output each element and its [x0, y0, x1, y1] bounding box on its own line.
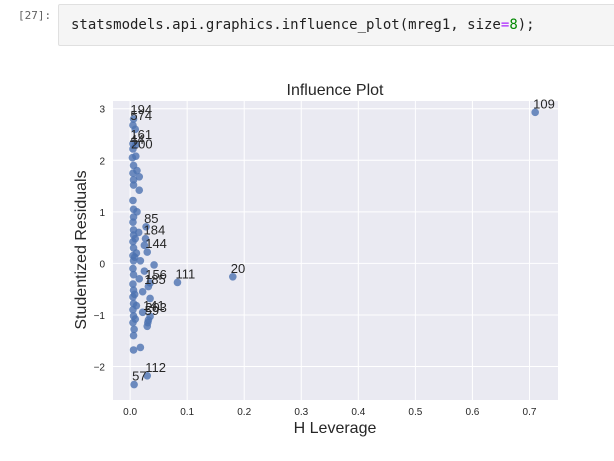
point-label: 20 [231, 261, 245, 276]
x-tick-label: 0.6 [465, 407, 479, 418]
point-label: 141 [143, 298, 165, 313]
execution-count: [27]: [18, 9, 52, 22]
point-label: 156 [145, 267, 167, 282]
point-label: 194 [130, 102, 152, 117]
x-tick-labels: 0.0 0.1 0.2 0.3 0.4 0.5 0.6 0.7 [123, 407, 537, 418]
chart-title: Influence Plot [287, 82, 385, 99]
data-point [129, 181, 138, 189]
data-point [140, 241, 149, 250]
data-point [130, 325, 138, 334]
x-tick-label: 0.5 [408, 407, 422, 418]
data-point [131, 234, 140, 243]
data-point [229, 272, 237, 281]
plot-background [113, 101, 558, 400]
cell-output: 109 20 111 85 184 144 156 185 141 203 59 112 57 194 57… [0, 60, 614, 456]
point-label: 112 [145, 360, 166, 375]
data-point [143, 322, 152, 331]
data-point [140, 267, 149, 275]
data-point [135, 172, 144, 181]
y-tick-label: 0 [99, 259, 105, 270]
y-tick-label: 1 [99, 208, 105, 219]
data-point [136, 343, 145, 352]
data-point [142, 222, 150, 231]
data-point [129, 264, 137, 273]
x-tick-label: 0.3 [294, 407, 308, 418]
data-point [129, 121, 137, 130]
data-point [129, 196, 137, 205]
x-tick-label: 0.1 [180, 407, 194, 418]
point-label: 161 [130, 127, 152, 142]
point-label: 574 [130, 108, 152, 123]
code-input-area[interactable]: statsmodels.api.graphics.influence_plot(… [58, 4, 614, 46]
x-axis-label: H Leverage [294, 420, 377, 437]
data-point [130, 290, 139, 299]
data-point [144, 282, 153, 291]
data-point [135, 275, 144, 283]
y-tick-label: −1 [94, 311, 106, 322]
point-label: 185 [144, 272, 166, 287]
x-tick-label: 0.4 [351, 407, 365, 418]
point-label: 57 [132, 369, 146, 384]
x-tick-label: 0.2 [237, 407, 251, 418]
point-label: 184 [144, 223, 166, 238]
x-tick-label: 0.0 [123, 407, 137, 418]
y-tick-label: −2 [94, 362, 106, 373]
data-point [146, 294, 154, 303]
influence-plot: 1092011185184144156185141203591125719457… [73, 82, 558, 437]
data-point [129, 205, 138, 214]
point-label: 85 [144, 211, 158, 226]
data-point [129, 346, 138, 354]
data-point [143, 371, 152, 380]
plot-area [113, 101, 558, 400]
y-tick-labels: −2 −1 0 1 2 3 [94, 105, 106, 374]
code-line[interactable]: statsmodels.api.graphics.influence_plot(… [71, 17, 535, 33]
data-point [129, 331, 138, 340]
point-label: 200 [131, 137, 153, 152]
y-axis-label: Studentized Residuals [73, 170, 90, 329]
y-tick-label: 3 [99, 105, 105, 116]
data-point [136, 257, 145, 265]
code-tail: ); [517, 17, 535, 33]
code-operator: = [500, 17, 510, 33]
point-label: 59 [145, 303, 159, 318]
data-point [129, 218, 137, 226]
data-point [150, 261, 158, 269]
point-label: 44 [130, 132, 144, 147]
code-number: 8 [509, 17, 518, 33]
code-call: statsmodels.api.graphics.influence_plot(… [71, 17, 501, 33]
point-label: 203 [145, 300, 167, 315]
point-label: 144 [145, 236, 167, 251]
data-point [531, 108, 539, 117]
data-point [129, 115, 138, 123]
data-point [131, 315, 140, 323]
x-tick-label: 0.7 [523, 407, 537, 418]
data-point [129, 299, 138, 308]
data-point [138, 308, 147, 317]
data-point [129, 270, 138, 279]
data-point [138, 287, 147, 296]
data-point [129, 280, 137, 288]
point-label: 111 [175, 266, 195, 281]
data-point [129, 145, 137, 153]
y-tick-label: 2 [99, 156, 105, 167]
data-points [128, 108, 539, 389]
data-point [173, 278, 182, 287]
data-point [129, 305, 137, 314]
data-point [128, 153, 137, 162]
data-point [130, 380, 138, 389]
data-point [129, 161, 138, 170]
grid-lines [113, 101, 558, 400]
point-label: 109 [533, 96, 555, 111]
data-point [143, 248, 152, 256]
data-point [129, 169, 137, 177]
data-point [135, 186, 144, 194]
data-point [129, 244, 138, 252]
data-point [141, 234, 150, 243]
data-point [130, 253, 139, 262]
